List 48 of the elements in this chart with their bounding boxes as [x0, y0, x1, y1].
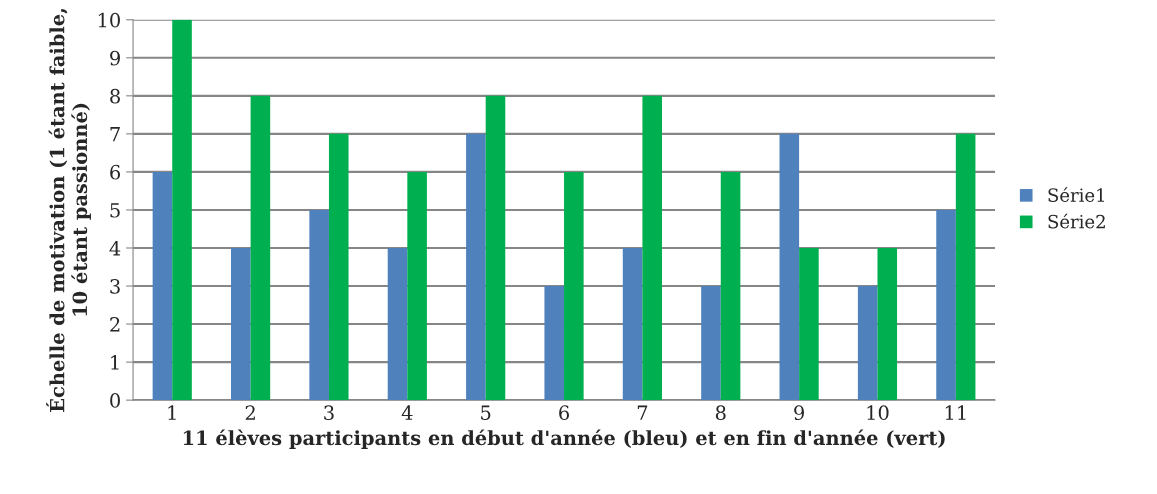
bar	[877, 247, 898, 401]
bar	[622, 247, 643, 401]
bar	[231, 247, 251, 401]
x-tick-label: 8	[715, 405, 726, 421]
y-tick-label: 8	[110, 88, 120, 104]
x-tick-label: 3	[324, 405, 334, 421]
y-tick-label: 2	[110, 317, 120, 332]
bar	[701, 286, 721, 401]
bar	[485, 95, 506, 401]
bar	[720, 171, 741, 401]
y-tick-label: 0	[110, 393, 120, 408]
x-axis-title: 11 élèves participants en début d'année (bleu) et en fin d'année (vert)	[183, 429, 945, 449]
y-tick-label: 6	[110, 164, 121, 180]
bar	[466, 133, 486, 401]
bar	[544, 286, 565, 401]
x-tick-label: 4	[401, 405, 413, 420]
bar	[309, 209, 329, 401]
x-tick-label: 7	[637, 405, 648, 420]
bar	[387, 247, 408, 401]
y-axis-title: Échelle de motivation (1 étant faible, 10 étant passionné)	[46, 8, 91, 412]
bar	[779, 133, 800, 401]
x-tick-label: 10	[867, 405, 889, 421]
x-tick-label: 11	[945, 405, 966, 420]
x-tick-label: 2	[245, 405, 255, 420]
bar	[936, 209, 956, 401]
y-tick-label: 3	[110, 278, 120, 294]
bar	[152, 171, 173, 401]
y-tick-label: 10	[98, 12, 120, 28]
bar	[857, 286, 878, 401]
y-tick-label: 9	[110, 50, 120, 66]
x-tick-label: 5	[481, 405, 491, 421]
y-tick-label: 7	[110, 127, 120, 142]
bar	[328, 133, 349, 401]
bar	[642, 95, 662, 401]
bar	[955, 133, 976, 401]
bar	[250, 95, 271, 401]
x-tick-label: 9	[794, 405, 804, 421]
legend-label: Série2	[1048, 213, 1105, 229]
legend-label: Série1	[1048, 187, 1105, 202]
bar	[407, 171, 427, 401]
bar	[564, 171, 584, 401]
bar	[172, 19, 192, 401]
y-tick-label: 5	[110, 203, 120, 218]
x-tick-label: 6	[559, 405, 569, 421]
y-tick-label: 1	[111, 355, 119, 370]
bar	[799, 247, 819, 401]
y-tick-label: 4	[109, 240, 121, 256]
x-tick-label: 1	[168, 405, 176, 420]
